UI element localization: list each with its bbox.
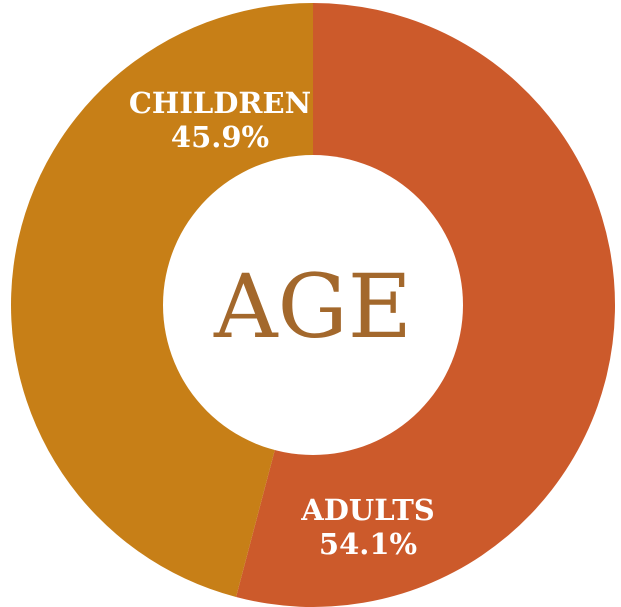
slice-value-children: 45.9% bbox=[171, 120, 269, 154]
slice-label-children: CHILDREN bbox=[129, 86, 311, 120]
donut-hole bbox=[163, 155, 463, 455]
slice-value-adults: 54.1% bbox=[319, 527, 417, 561]
slice-label-adults: ADULTS bbox=[300, 493, 435, 527]
chart-center-title: AGE bbox=[213, 255, 412, 358]
slice-children bbox=[11, 3, 314, 598]
